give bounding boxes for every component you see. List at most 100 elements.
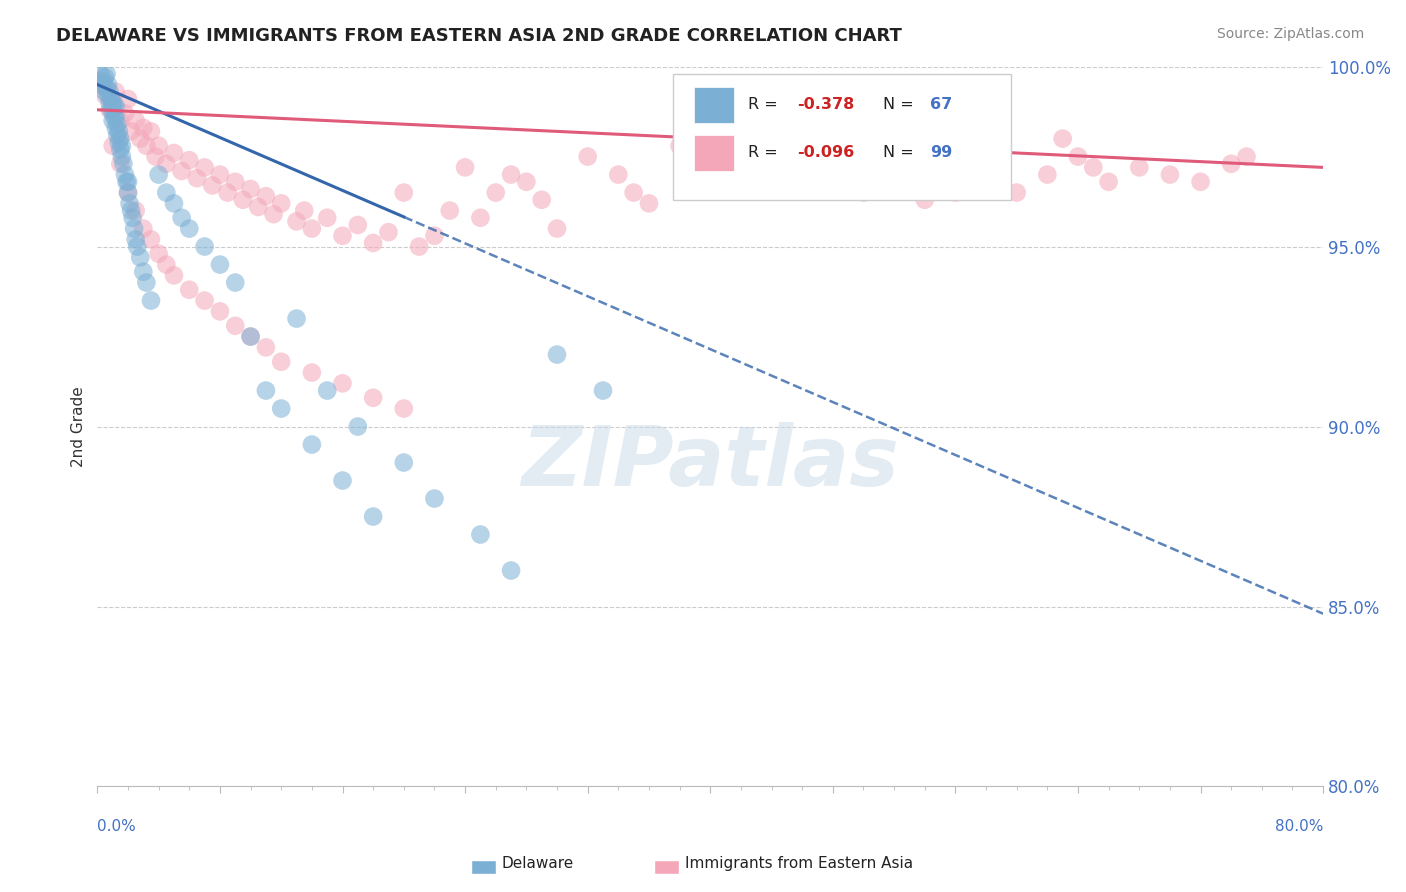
Point — [94, 85, 117, 99]
Text: DELAWARE VS IMMIGRANTS FROM EASTERN ASIA 2ND GRADE CORRELATION CHART: DELAWARE VS IMMIGRANTS FROM EASTERN ASIA… — [56, 27, 903, 45]
Point — [638, 196, 661, 211]
Point — [530, 193, 553, 207]
Text: Source: ZipAtlas.com: Source: ZipAtlas.com — [1216, 27, 1364, 41]
Point — [101, 138, 124, 153]
Point — [155, 186, 177, 200]
Text: 99: 99 — [929, 145, 952, 161]
Point — [1128, 161, 1150, 175]
Point — [929, 168, 952, 182]
Point — [914, 193, 936, 207]
Point — [148, 168, 170, 182]
Point — [135, 276, 157, 290]
Point — [101, 95, 124, 110]
Text: R =: R = — [748, 145, 783, 161]
Point — [132, 265, 155, 279]
Point — [270, 355, 292, 369]
Point — [145, 150, 167, 164]
Point — [347, 419, 370, 434]
Point — [1189, 175, 1212, 189]
Point — [254, 340, 277, 354]
Point — [623, 186, 645, 200]
Point — [94, 70, 117, 85]
Point — [347, 218, 370, 232]
Point — [1036, 168, 1059, 182]
Point — [93, 74, 115, 88]
Point — [224, 276, 246, 290]
Point — [139, 232, 162, 246]
Point — [254, 189, 277, 203]
Point — [110, 142, 132, 156]
FancyBboxPatch shape — [695, 135, 734, 171]
Point — [499, 168, 522, 182]
Point — [179, 153, 201, 168]
Point — [194, 161, 217, 175]
Point — [485, 186, 508, 200]
Point — [98, 95, 121, 110]
Point — [607, 168, 630, 182]
Text: -0.378: -0.378 — [797, 97, 855, 112]
Point — [470, 527, 492, 541]
Point — [104, 99, 127, 113]
Point — [332, 228, 354, 243]
Point — [186, 171, 208, 186]
Point — [139, 124, 162, 138]
Point — [239, 182, 262, 196]
Point — [124, 232, 146, 246]
FancyBboxPatch shape — [695, 87, 734, 123]
Point — [699, 150, 721, 164]
Point — [361, 391, 384, 405]
Point — [270, 196, 292, 211]
Point — [127, 239, 149, 253]
Point — [1220, 157, 1243, 171]
Point — [104, 120, 127, 135]
Point — [285, 214, 308, 228]
Point — [98, 85, 121, 99]
Point — [668, 138, 690, 153]
Point — [129, 251, 152, 265]
Point — [155, 157, 177, 171]
Point — [97, 88, 120, 103]
Point — [408, 239, 430, 253]
Point — [101, 113, 124, 128]
Y-axis label: 2nd Grade: 2nd Grade — [72, 386, 86, 467]
Point — [232, 193, 254, 207]
Point — [821, 164, 844, 178]
Point — [120, 124, 142, 138]
Point — [301, 437, 323, 451]
Text: R =: R = — [748, 97, 783, 112]
Point — [208, 168, 231, 182]
Point — [163, 146, 186, 161]
Point — [592, 384, 614, 398]
Point — [101, 95, 124, 110]
Point — [179, 221, 201, 235]
Point — [316, 384, 339, 398]
Point — [1159, 168, 1181, 182]
Point — [96, 81, 118, 95]
Point — [163, 196, 186, 211]
Point — [117, 186, 139, 200]
Text: Delaware: Delaware — [502, 856, 574, 871]
Point — [118, 196, 141, 211]
Point — [239, 329, 262, 343]
Point — [974, 175, 997, 189]
Point — [254, 384, 277, 398]
Text: 67: 67 — [929, 97, 952, 112]
Point — [247, 200, 270, 214]
Point — [423, 228, 446, 243]
Point — [105, 117, 128, 131]
Point — [546, 221, 568, 235]
Point — [1067, 150, 1090, 164]
Text: 80.0%: 80.0% — [1275, 819, 1323, 834]
Point — [316, 211, 339, 225]
Point — [101, 103, 124, 117]
Point — [1083, 161, 1105, 175]
Point — [110, 131, 132, 145]
Point — [96, 67, 118, 81]
Point — [110, 113, 132, 128]
Point — [208, 304, 231, 318]
Point — [208, 258, 231, 272]
Point — [377, 225, 399, 239]
Point — [135, 138, 157, 153]
Point — [107, 124, 129, 138]
Point — [392, 456, 415, 470]
